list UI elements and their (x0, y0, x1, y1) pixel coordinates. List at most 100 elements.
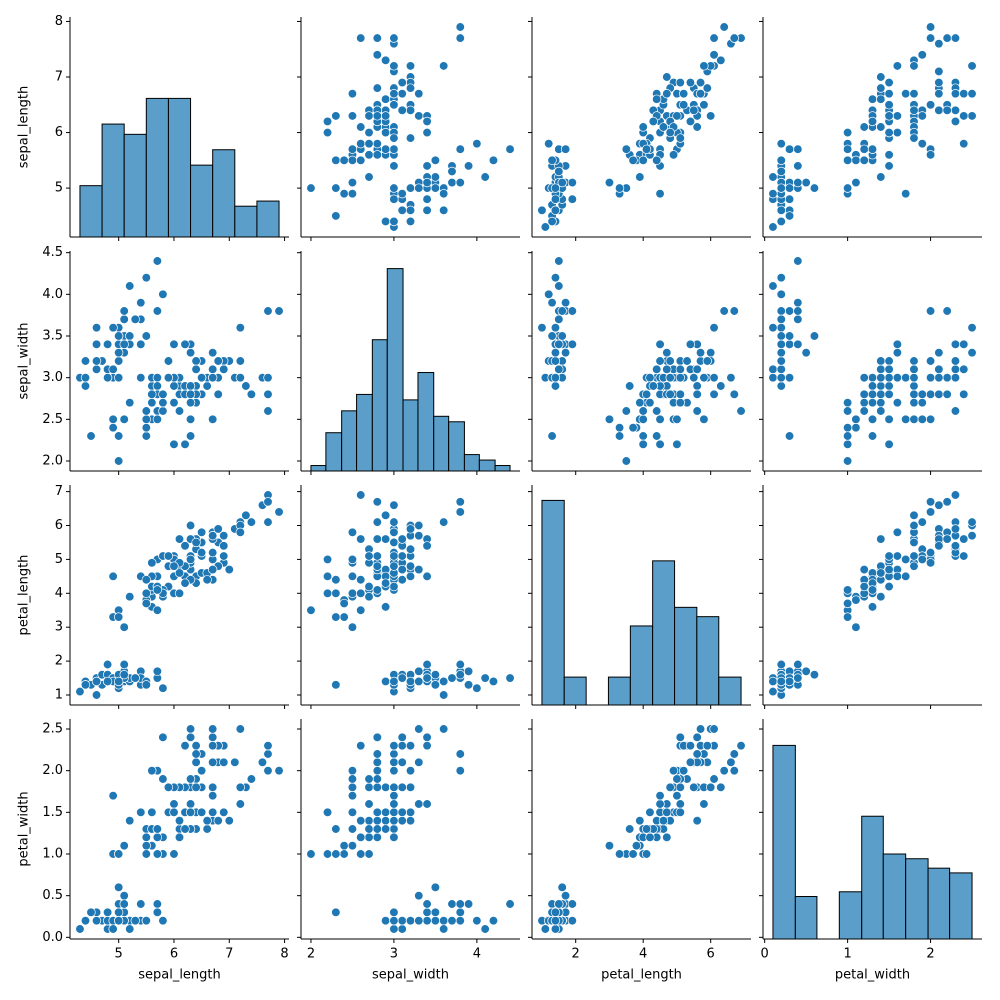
scatter-point (695, 89, 706, 99)
scatter-point (158, 774, 168, 784)
scatter-point (152, 849, 163, 859)
scatter-point (679, 89, 689, 99)
scatter-point (876, 364, 886, 374)
scatter-point (152, 824, 163, 834)
scatter-point (372, 517, 382, 527)
scatter-point (776, 183, 786, 193)
scatter-point (455, 670, 465, 680)
scatter-point (364, 139, 374, 149)
scatter-point (372, 749, 382, 759)
scatter-point (967, 89, 977, 99)
scatter-point (141, 406, 151, 416)
scatter-point (934, 500, 944, 510)
scatter-point (389, 791, 399, 801)
scatter-point (809, 183, 820, 193)
y-tick-label: 1.0 (42, 847, 63, 862)
scatter-point (455, 899, 465, 909)
scatter-point (405, 544, 416, 554)
scatter-point (439, 61, 449, 71)
scatter-point (380, 782, 391, 792)
scatter-point (364, 816, 374, 826)
scatter-point (185, 348, 196, 358)
scatter-point (414, 89, 424, 99)
scatter-point (130, 673, 140, 683)
scatter-point (909, 381, 919, 391)
histogram-bar (212, 149, 236, 238)
scatter-point (550, 924, 561, 934)
scatter-point (719, 766, 729, 776)
scatter-point (884, 581, 894, 592)
scatter-point (208, 348, 218, 358)
scatter-point (380, 916, 391, 926)
scatter-point (331, 849, 341, 859)
scatter-point (347, 841, 358, 851)
scatter-point (185, 398, 196, 408)
scatter-point (658, 122, 669, 132)
scatter-point (380, 807, 391, 817)
scatter-point (208, 564, 218, 575)
scatter-point (884, 439, 894, 449)
scatter-point (842, 155, 853, 165)
scatter-point (776, 155, 786, 165)
scatter-point (554, 364, 564, 374)
scatter-point (901, 571, 911, 582)
scatter-point (202, 824, 212, 834)
scatter-point (152, 832, 163, 842)
scatter-point (180, 439, 190, 449)
scatter-point (147, 807, 157, 817)
scatter-point (695, 724, 706, 734)
scatter-point (859, 406, 869, 416)
scatter-point (959, 339, 969, 349)
scatter-point (950, 356, 961, 366)
scatter-point (389, 144, 399, 154)
scatter-point (356, 33, 366, 43)
scatter-point (702, 741, 712, 751)
scatter-point (967, 111, 977, 121)
scatter-point (185, 799, 196, 809)
scatter-point (430, 882, 441, 892)
scatter-point (959, 89, 969, 99)
scatter-point (729, 766, 739, 776)
scatter-point (959, 111, 969, 121)
scatter-point (925, 497, 936, 507)
scatter-point (380, 534, 391, 544)
scatter-point (91, 364, 102, 374)
scatter-point (959, 534, 969, 544)
scatter-point (389, 924, 399, 934)
scatter-point (389, 500, 399, 510)
scatter-point (699, 100, 709, 110)
scatter-point (364, 832, 374, 842)
scatter-point (119, 306, 129, 316)
scatter-point (776, 273, 786, 283)
scatter-point (628, 849, 638, 859)
scatter-point (709, 724, 719, 734)
scatter-point (917, 398, 927, 408)
y-tick-label: 2.5 (42, 412, 63, 427)
scatter-point (801, 348, 811, 358)
scatter-point (557, 306, 567, 316)
scatter-point (675, 133, 685, 143)
histogram-bar (607, 676, 631, 706)
scatter-point (455, 144, 465, 154)
scatter-point (389, 537, 399, 548)
scatter-point (463, 161, 474, 171)
scatter-point (776, 331, 786, 341)
scatter-point (621, 456, 631, 466)
scatter-point (405, 216, 416, 227)
scatter-point (130, 916, 140, 926)
scatter-point (141, 423, 151, 433)
scatter-point (414, 757, 424, 767)
scatter-point (645, 373, 655, 383)
histogram-bar (341, 410, 358, 472)
scatter-point (784, 339, 795, 349)
scatter-point (405, 105, 416, 115)
scatter-point (114, 356, 124, 366)
scatter-point (909, 398, 919, 408)
scatter-point (185, 807, 196, 817)
scatter-point (876, 356, 886, 366)
scatter-point (185, 414, 196, 424)
scatter-point (959, 389, 969, 399)
scatter-point (455, 497, 465, 507)
scatter-point (776, 339, 786, 349)
y-tick-label: 5 (55, 552, 63, 567)
